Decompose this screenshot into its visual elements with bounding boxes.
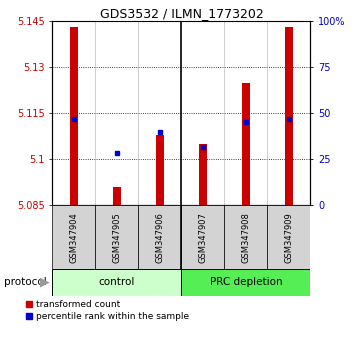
Text: GSM347909: GSM347909 — [284, 212, 293, 263]
Bar — [70, 27, 78, 205]
Text: GSM347908: GSM347908 — [242, 212, 251, 263]
Bar — [285, 27, 293, 205]
Text: GSM347904: GSM347904 — [69, 212, 78, 263]
Text: GSM347905: GSM347905 — [112, 212, 121, 263]
Bar — [138, 205, 181, 269]
Bar — [242, 82, 250, 205]
Text: GSM347906: GSM347906 — [155, 212, 164, 263]
Title: GDS3532 / ILMN_1773202: GDS3532 / ILMN_1773202 — [100, 7, 263, 20]
Text: ▶: ▶ — [40, 276, 50, 289]
Bar — [225, 205, 268, 269]
Bar — [268, 205, 310, 269]
Bar — [199, 144, 207, 205]
Bar — [95, 205, 138, 269]
Bar — [52, 205, 95, 269]
Text: GSM347907: GSM347907 — [199, 212, 208, 263]
Bar — [156, 135, 164, 205]
Text: protocol: protocol — [4, 277, 46, 287]
Text: PRC depletion: PRC depletion — [210, 277, 282, 287]
Bar — [113, 187, 121, 205]
Bar — [52, 269, 182, 296]
Text: control: control — [99, 277, 135, 287]
Legend: transformed count, percentile rank within the sample: transformed count, percentile rank withi… — [26, 300, 189, 321]
Bar — [181, 205, 225, 269]
Bar — [181, 269, 310, 296]
